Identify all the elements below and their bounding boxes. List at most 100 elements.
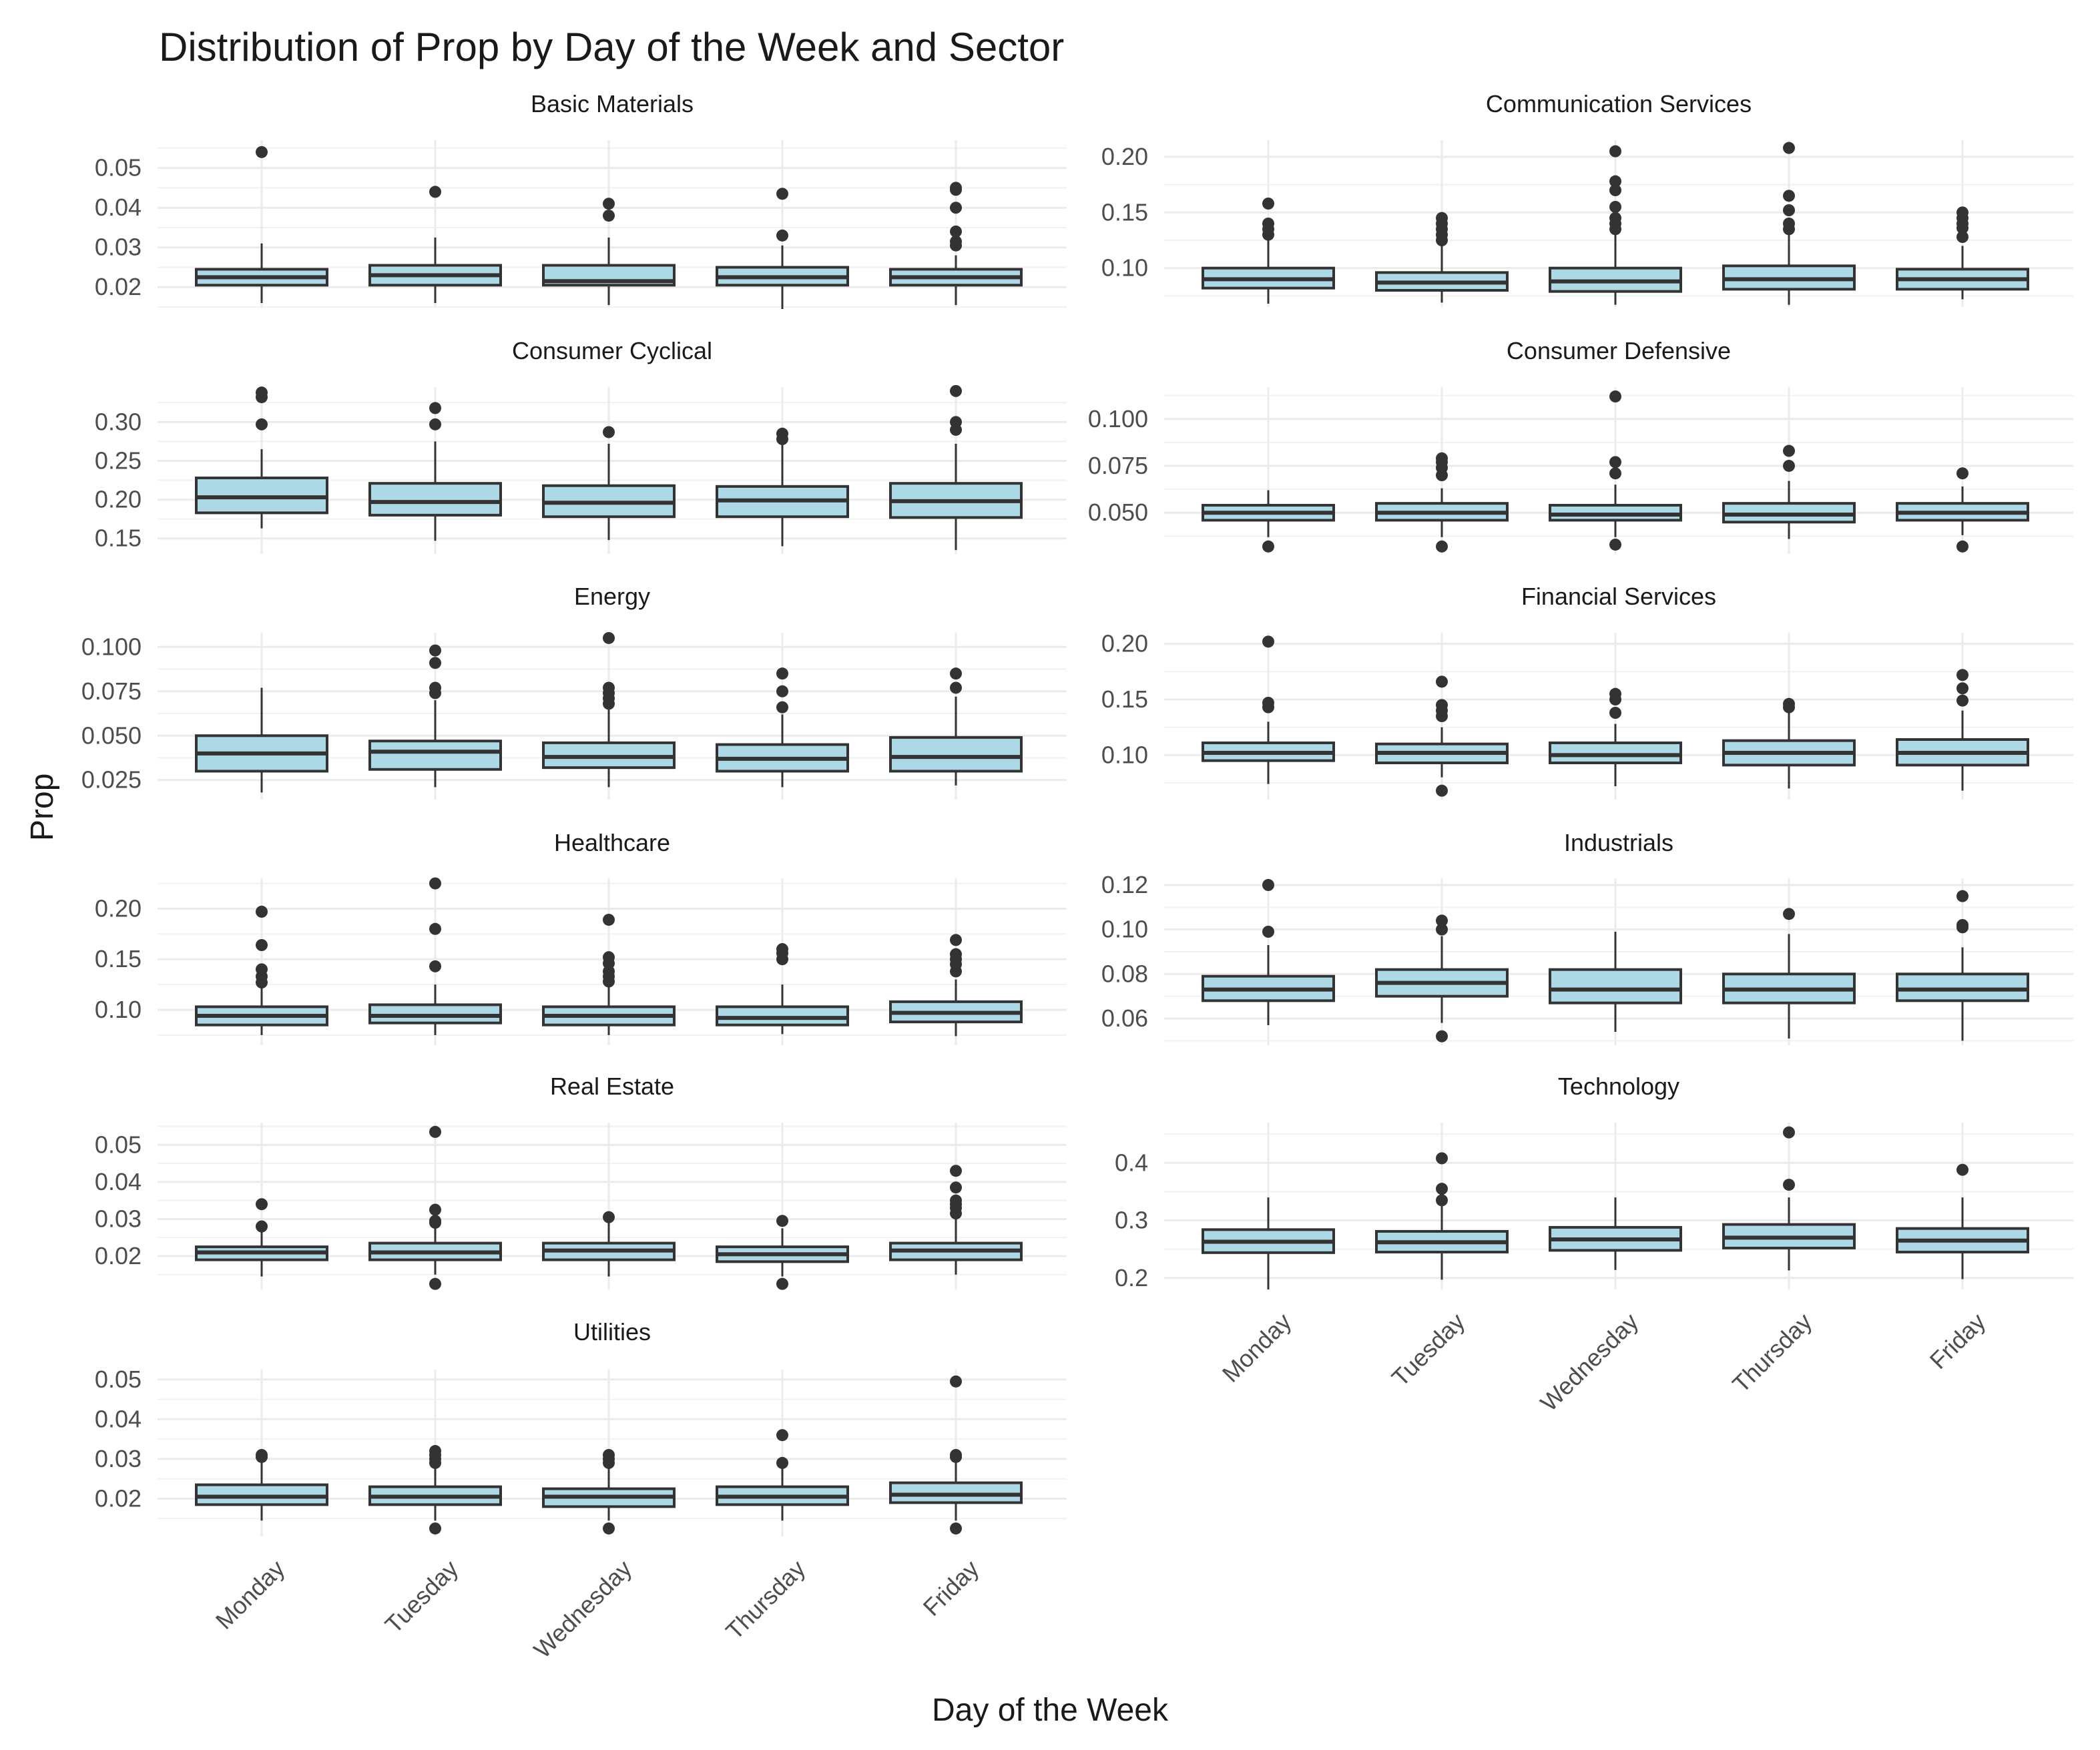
outlier-point	[1262, 926, 1274, 938]
box-industrials-tuesday	[1375, 914, 1509, 1043]
box-technology-friday	[1896, 1163, 2029, 1279]
outlier-point	[256, 1220, 268, 1233]
outlier-point	[1956, 919, 1968, 931]
outlier-point	[429, 877, 441, 890]
outlier-point	[429, 922, 441, 935]
y-tick-label: 0.025	[81, 766, 142, 794]
outlier-point	[776, 943, 788, 956]
y-tick-label: 0.2	[1115, 1264, 1148, 1291]
outlier-point	[1609, 175, 1621, 188]
outlier-point	[776, 188, 788, 200]
outlier-point	[429, 1277, 441, 1290]
y-tick-label: 0.050	[1088, 499, 1148, 526]
outlier-point	[603, 631, 615, 644]
outlier-point	[1609, 707, 1621, 719]
outlier-point	[1436, 784, 1448, 797]
y-tick-label: 0.02	[95, 273, 142, 300]
outlier-point	[1436, 1030, 1448, 1043]
box-utilities-friday	[889, 1375, 1023, 1535]
outlier-point	[1262, 218, 1274, 230]
box-financial-services-tuesday	[1375, 675, 1509, 797]
facet-consumer-cyclical: Consumer Cyclical 0.15 0.20 0.25 0.30	[95, 337, 1067, 554]
box-communication-services-friday	[1896, 206, 2029, 300]
box-consumer-cyclical-friday	[889, 384, 1023, 551]
box-healthcare-tuesday	[368, 877, 502, 1035]
box-real-estate-tuesday	[368, 1125, 502, 1290]
box-energy-monday	[195, 687, 328, 793]
outlier-point	[1783, 697, 1795, 710]
box-utilities-wednesday	[542, 1448, 676, 1535]
outlier-point	[950, 948, 962, 960]
outlier-point	[1436, 675, 1448, 688]
x-tick-label-thursday: Thursday	[720, 1554, 810, 1645]
outlier-point	[1436, 540, 1448, 553]
outlier-point	[1783, 218, 1795, 230]
iqr-box	[1896, 972, 2029, 1002]
box-consumer-cyclical-thursday	[716, 427, 849, 547]
x-axis-label: Day of the Week	[932, 1693, 1168, 1728]
y-tick-label: 0.3	[1115, 1207, 1148, 1234]
outlier-point	[1956, 540, 1968, 553]
outlier-point	[603, 426, 615, 439]
box-financial-services-friday	[1896, 669, 2029, 791]
outlier-point	[256, 906, 268, 918]
outlier-point	[1436, 914, 1448, 927]
y-tick-label: 0.02	[95, 1484, 142, 1512]
box-technology-tuesday	[1375, 1152, 1509, 1280]
box-consumer-defensive-thursday	[1722, 445, 1856, 539]
x-tick-label-wednesday: Wednesday	[1535, 1307, 1643, 1416]
x-tick-label-friday: Friday	[1924, 1307, 1991, 1374]
outlier-point	[776, 427, 788, 440]
x-tick-label-thursday: Thursday	[1727, 1307, 1817, 1398]
y-tick-label: 0.30	[95, 408, 142, 435]
box-basic-materials-friday	[889, 182, 1023, 306]
outlier-point	[1956, 669, 1968, 681]
y-tick-label: 0.20	[95, 894, 142, 922]
facet-title-basic-materials: Basic Materials	[531, 90, 694, 117]
outlier-point	[1783, 141, 1795, 154]
outlier-point	[776, 1456, 788, 1469]
outlier-point	[1436, 1194, 1448, 1207]
outlier-point	[1956, 231, 1968, 243]
outlier-point	[776, 1215, 788, 1227]
box-industrials-wednesday	[1549, 932, 1682, 1032]
y-tick-label: 0.4	[1115, 1149, 1148, 1176]
box-basic-materials-monday	[195, 145, 328, 304]
outlier-point	[256, 386, 268, 399]
outlier-point	[1609, 201, 1621, 213]
box-consumer-cyclical-wednesday	[542, 426, 676, 541]
y-tick-label: 0.06	[1101, 1004, 1148, 1032]
x-tick-label-monday: Monday	[1217, 1307, 1297, 1388]
iqr-box	[368, 740, 502, 771]
box-real-estate-wednesday	[542, 1211, 676, 1277]
y-tick-label: 0.02	[95, 1242, 142, 1269]
y-tick-label: 0.05	[95, 1131, 142, 1158]
outlier-point	[950, 1194, 962, 1207]
box-consumer-defensive-monday	[1202, 490, 1335, 553]
outlier-point	[429, 1215, 441, 1227]
box-consumer-defensive-wednesday	[1549, 390, 1682, 551]
outlier-point	[256, 1198, 268, 1211]
outlier-point	[950, 225, 962, 238]
box-industrials-monday	[1202, 879, 1335, 1025]
box-technology-monday	[1202, 1197, 1335, 1289]
outlier-point	[429, 402, 441, 414]
box-communication-services-thursday	[1722, 141, 1856, 305]
box-industrials-friday	[1896, 890, 2029, 1041]
outlier-point	[1956, 890, 1968, 902]
outlier-point	[429, 1522, 441, 1535]
outlier-point	[256, 963, 268, 976]
outlier-point	[950, 1181, 962, 1194]
box-healthcare-friday	[889, 934, 1023, 1037]
y-tick-label: 0.15	[95, 945, 142, 972]
outlier-point	[429, 186, 441, 198]
y-tick-label: 0.075	[81, 677, 142, 705]
outlier-point	[429, 418, 441, 430]
y-tick-label: 0.15	[1101, 198, 1148, 226]
outlier-point	[603, 914, 615, 926]
outlier-point	[256, 418, 268, 430]
outlier-point	[776, 685, 788, 697]
box-consumer-defensive-tuesday	[1375, 452, 1509, 553]
facet-communication-services: Communication Services 0.10 0.15 0.20	[1101, 90, 2073, 307]
y-tick-label: 0.05	[95, 154, 142, 182]
